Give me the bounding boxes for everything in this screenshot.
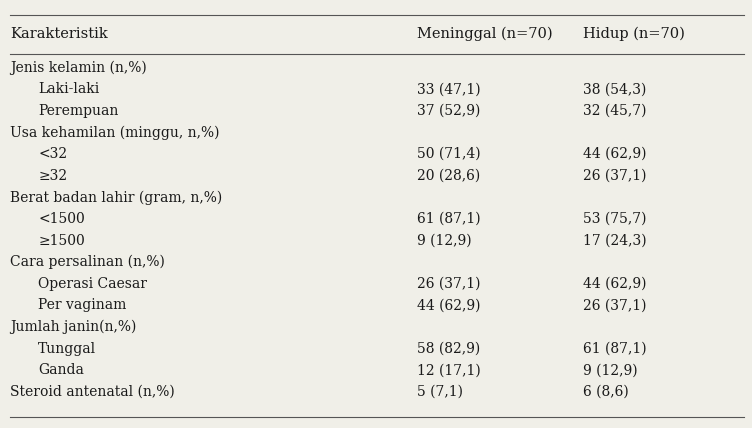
Text: Jenis kelamin (n,%): Jenis kelamin (n,%) [10,60,147,75]
Text: 17 (24,3): 17 (24,3) [583,234,647,247]
Text: 38 (54,3): 38 (54,3) [583,82,646,96]
Text: ≥32: ≥32 [38,169,68,183]
Text: 33 (47,1): 33 (47,1) [417,82,481,96]
Text: Karakteristik: Karakteristik [10,27,108,41]
Text: Usa kehamilan (minggu, n,%): Usa kehamilan (minggu, n,%) [10,125,220,140]
Text: <1500: <1500 [38,212,85,226]
Text: 44 (62,9): 44 (62,9) [583,147,646,161]
Text: 53 (75,7): 53 (75,7) [583,212,646,226]
Text: 26 (37,1): 26 (37,1) [583,169,646,183]
Text: 44 (62,9): 44 (62,9) [417,298,481,312]
Text: Tunggal: Tunggal [38,342,96,356]
Text: Cara persalinan (n,%): Cara persalinan (n,%) [10,255,165,269]
Text: Laki-laki: Laki-laki [38,82,99,96]
Text: Ganda: Ganda [38,363,84,377]
Text: 12 (17,1): 12 (17,1) [417,363,481,377]
Text: Steroid antenatal (n,%): Steroid antenatal (n,%) [10,385,174,399]
Text: 61 (87,1): 61 (87,1) [417,212,481,226]
Text: 61 (87,1): 61 (87,1) [583,342,647,356]
Text: 6 (8,6): 6 (8,6) [583,385,629,399]
Text: 37 (52,9): 37 (52,9) [417,104,481,118]
Text: 58 (82,9): 58 (82,9) [417,342,481,356]
Text: 50 (71,4): 50 (71,4) [417,147,481,161]
Text: 5 (7,1): 5 (7,1) [417,385,463,399]
Text: ≥1500: ≥1500 [38,234,85,247]
Text: Operasi Caesar: Operasi Caesar [38,277,147,291]
Text: Perempuan: Perempuan [38,104,119,118]
Text: Meninggal (n=70): Meninggal (n=70) [417,27,553,42]
Text: 44 (62,9): 44 (62,9) [583,277,646,291]
Text: 26 (37,1): 26 (37,1) [417,277,481,291]
Text: 20 (28,6): 20 (28,6) [417,169,481,183]
Text: 26 (37,1): 26 (37,1) [583,298,646,312]
Text: Berat badan lahir (gram, n,%): Berat badan lahir (gram, n,%) [10,190,222,205]
Text: 9 (12,9): 9 (12,9) [583,363,638,377]
Text: 9 (12,9): 9 (12,9) [417,234,472,247]
Text: Hidup (n=70): Hidup (n=70) [583,27,684,42]
Text: 32 (45,7): 32 (45,7) [583,104,646,118]
Text: <32: <32 [38,147,68,161]
Text: Per vaginam: Per vaginam [38,298,127,312]
Text: Jumlah janin(n,%): Jumlah janin(n,%) [10,320,136,334]
